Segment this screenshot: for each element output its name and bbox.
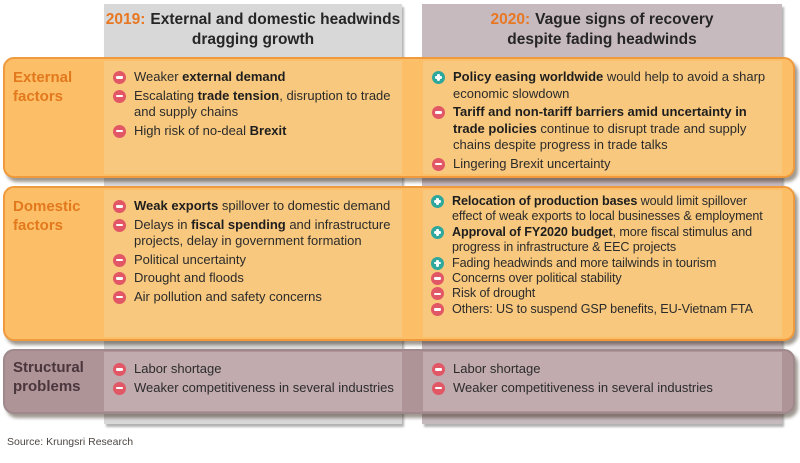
minus-icon bbox=[113, 272, 126, 285]
bullet-item: Air pollution and safety concerns bbox=[113, 289, 396, 306]
bullet-item: Relocation of production bases would lim… bbox=[431, 194, 778, 225]
bullet-item: Others: US to suspend GSP benefits, EU-V… bbox=[431, 302, 778, 317]
bullet-item: Weaker competitiveness in several indust… bbox=[432, 380, 776, 397]
bullet-item: Delays in fiscal spending and infrastruc… bbox=[113, 217, 396, 250]
minus-icon bbox=[432, 363, 445, 376]
bullet-text: Labor shortage bbox=[453, 361, 541, 376]
bullet-text: Fading headwinds and more tailwinds in t… bbox=[452, 255, 717, 270]
header-2020-line2: despite fading headwinds bbox=[507, 31, 697, 48]
bullet-item: Tariff and non-tariff barriers amid unce… bbox=[432, 104, 776, 154]
bullet-text: Political uncertainty bbox=[134, 251, 246, 267]
header-2020-title: Vague signs of recovery bbox=[535, 11, 714, 28]
source-note: Source: Krungsri Research bbox=[7, 436, 134, 448]
header-2019-line2: dragging growth bbox=[191, 31, 315, 48]
bullet-text: Escalating trade tension, disruption to … bbox=[134, 87, 391, 120]
header-2019-year: 2019: bbox=[105, 11, 146, 28]
bullet-text: Relocation of production bases would lim… bbox=[452, 194, 763, 224]
cell-external-2019: Weaker external demand Escalating trade t… bbox=[104, 61, 402, 174]
bullet-item: Concerns over political stability bbox=[431, 271, 778, 286]
bullet-item: Weaker external demand bbox=[113, 69, 396, 86]
minus-icon bbox=[432, 381, 445, 395]
bullet-text: Policy easing worldwide would help to av… bbox=[453, 69, 766, 101]
header-2019-line1: 2019: External and domestic headwinds bbox=[104, 10, 402, 30]
bullet-text: Approval of FY2020 budget, more fiscal s… bbox=[452, 224, 753, 255]
row-label-external-factors: External factors bbox=[13, 69, 73, 105]
minus-icon bbox=[113, 290, 126, 304]
cell-external-2020: Policy easing worldwide would help to av… bbox=[423, 61, 782, 174]
bullet-text: Weak exports spillover to domestic deman… bbox=[134, 198, 391, 213]
bullet-text: Tariff and non-tariff barriers amid unce… bbox=[453, 104, 747, 152]
bullet-item: Political uncertainty bbox=[113, 252, 396, 269]
bullet-item: Approval of FY2020 budget, more fiscal s… bbox=[431, 225, 778, 256]
cell-structural-2019: Labor shortage Weaker competitiveness in … bbox=[104, 352, 402, 411]
minus-icon bbox=[432, 157, 445, 171]
bullet-item: Escalating trade tension, disruption to … bbox=[113, 88, 396, 121]
bullet-text: Lingering Brexit uncertainty bbox=[453, 155, 611, 171]
cell-domestic-2020: Relocation of production bases would lim… bbox=[423, 190, 782, 337]
plus-icon bbox=[431, 256, 444, 270]
bullet-text: Risk of drought bbox=[452, 286, 536, 301]
minus-icon bbox=[431, 287, 444, 301]
header-2019-title: External and domestic headwinds bbox=[150, 11, 401, 28]
minus-icon bbox=[113, 124, 126, 138]
minus-icon bbox=[431, 272, 444, 286]
bullet-text: Concerns over political stability bbox=[452, 271, 622, 286]
plus-icon bbox=[431, 195, 444, 208]
minus-icon bbox=[113, 71, 126, 84]
minus-icon bbox=[113, 218, 126, 232]
header-2020: 2020: Vague signs of recovery despite fad… bbox=[422, 4, 782, 56]
bullet-text: Weaker external demand bbox=[134, 69, 286, 84]
bullet-item: Labor shortage bbox=[113, 361, 396, 378]
bullet-text: Air pollution and safety concerns bbox=[134, 288, 322, 304]
header-2020-year: 2020: bbox=[490, 11, 531, 28]
row-label-structural-problems: Structural problems bbox=[13, 359, 84, 395]
plus-icon bbox=[432, 71, 445, 84]
minus-icon bbox=[113, 200, 126, 213]
bullet-item: Labor shortage bbox=[432, 361, 776, 378]
bullet-text: Delays in fiscal spending and infrastruc… bbox=[134, 216, 391, 249]
minus-icon bbox=[113, 89, 126, 103]
bullet-item: Weak exports spillover to domestic deman… bbox=[113, 198, 396, 215]
minus-icon bbox=[113, 363, 126, 376]
bullet-text: High risk of no-deal Brexit bbox=[134, 122, 287, 138]
bullet-item: Policy easing worldwide would help to av… bbox=[432, 69, 776, 102]
minus-icon bbox=[432, 106, 445, 119]
bullet-text: Weaker competitiveness in several indust… bbox=[453, 379, 713, 395]
bullet-text: Labor shortage bbox=[134, 361, 222, 376]
cell-domestic-2019: Weak exports spillover to domestic deman… bbox=[104, 190, 402, 337]
plus-icon bbox=[431, 225, 444, 239]
header-2020-line1: 2020: Vague signs of recovery bbox=[422, 10, 782, 30]
bullet-item: Risk of drought bbox=[431, 286, 778, 301]
minus-icon bbox=[431, 302, 444, 316]
bullet-item: Lingering Brexit uncertainty bbox=[432, 156, 776, 173]
row-label-domestic-factors: Domestic factors bbox=[13, 198, 81, 234]
minus-icon bbox=[113, 253, 126, 267]
bullet-text: Weaker competitiveness in several indust… bbox=[134, 379, 394, 395]
bullet-text: Drought and floods bbox=[134, 270, 244, 285]
minus-icon bbox=[113, 381, 126, 395]
cell-structural-2020: Labor shortage Weaker competitiveness in … bbox=[423, 352, 782, 411]
bullet-item: Drought and floods bbox=[113, 270, 396, 287]
header-2019: 2019: External and domestic headwinds dra… bbox=[104, 4, 402, 56]
bullet-item: Weaker competitiveness in several indust… bbox=[113, 380, 396, 397]
bullet-item: High risk of no-deal Brexit bbox=[113, 123, 396, 140]
bullet-item: Fading headwinds and more tailwinds in t… bbox=[431, 256, 778, 271]
bullet-text: Others: US to suspend GSP benefits, EU-V… bbox=[452, 301, 753, 316]
